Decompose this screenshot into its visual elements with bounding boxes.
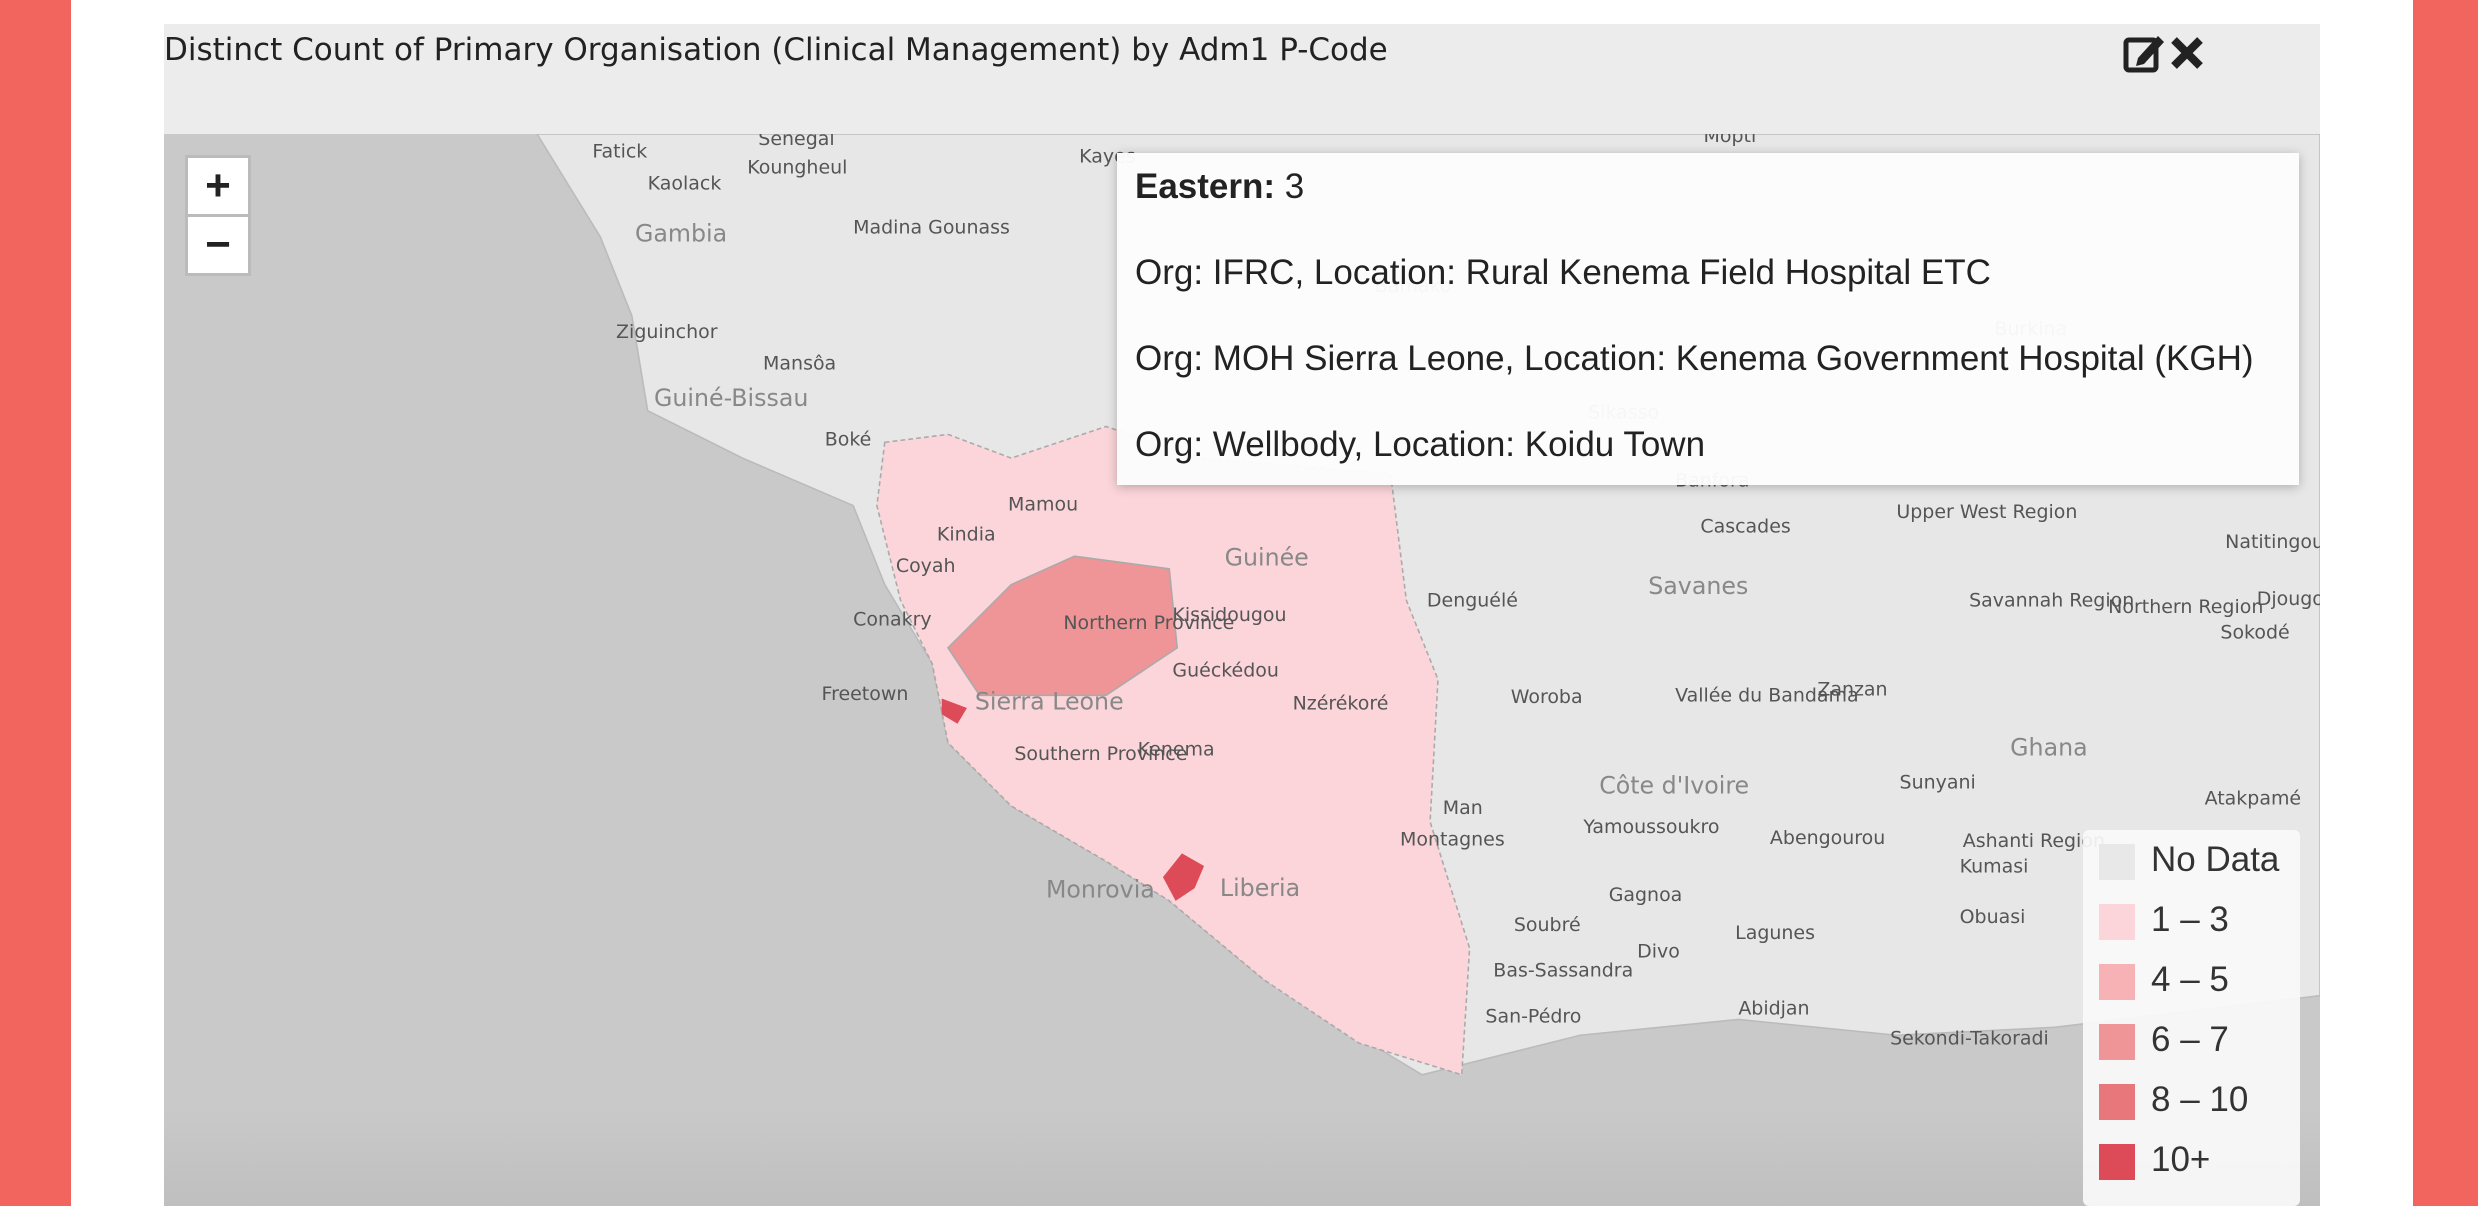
place-label: Abengourou bbox=[1770, 827, 1885, 849]
map-fade bbox=[164, 1106, 2320, 1206]
place-label: Kumasi bbox=[1960, 855, 2029, 877]
panel-title: Distinct Count of Primary Organisation (… bbox=[164, 32, 1388, 68]
place-label: Kissidougou bbox=[1172, 604, 1286, 626]
place-label: Ziguinchor bbox=[616, 321, 718, 343]
place-label: Gagnoa bbox=[1609, 884, 1683, 906]
place-label: Atakpamé bbox=[2205, 787, 2302, 809]
legend-item: 6 – 7 bbox=[2099, 1020, 2229, 1060]
place-label: Vallée du Bandama bbox=[1675, 685, 1859, 707]
legend-label: 8 – 10 bbox=[2151, 1080, 2249, 1119]
legend-item: No Data bbox=[2099, 840, 2279, 880]
place-label: Kaolack bbox=[648, 172, 722, 194]
place-label: Kenema bbox=[1138, 738, 1215, 760]
legend-item: 8 – 10 bbox=[2099, 1080, 2248, 1120]
place-label: Sekondi-Takoradi bbox=[1890, 1028, 2049, 1050]
place-label: Freetown bbox=[822, 683, 909, 705]
legend-swatch bbox=[2099, 963, 2135, 1000]
place-label: Nzérékoré bbox=[1293, 693, 1389, 715]
place-label: Lagunes bbox=[1735, 922, 1815, 944]
zoom-in[interactable]: + bbox=[185, 155, 251, 217]
region-10-plus[interactable] bbox=[941, 698, 967, 724]
place-label: Obuasi bbox=[1960, 906, 2026, 928]
place-label: Upper West Region bbox=[1896, 501, 2077, 523]
place-label: Côte d'Ivoire bbox=[1599, 771, 1749, 799]
tooltip-region: Eastern: bbox=[1135, 167, 1276, 206]
right-border bbox=[2413, 0, 2478, 1206]
place-label: Divo bbox=[1637, 941, 1680, 963]
place-label: Montagnes bbox=[1400, 829, 1505, 851]
place-label: Madina Gounass bbox=[853, 217, 1010, 239]
place-label: Soubré bbox=[1514, 914, 1581, 936]
panel-header: Distinct Count of Primary Organisation (… bbox=[164, 24, 2320, 134]
legend-swatch bbox=[2099, 903, 2135, 940]
place-label: Sénégal bbox=[758, 134, 834, 150]
place-label: Northern Province bbox=[1063, 612, 1234, 634]
place-label: Southern Province bbox=[1014, 743, 1187, 765]
region-10-plus[interactable] bbox=[1162, 853, 1205, 901]
place-label: Boké bbox=[825, 428, 872, 450]
legend: No Data 1 – 3 4 – 5 6 – 7 8 – 10 10+ bbox=[2083, 830, 2300, 1206]
tooltip-line: Org: MOH Sierra Leone, Location: Kenema … bbox=[1135, 339, 2254, 378]
place-label: Kindia bbox=[937, 523, 996, 545]
edit-icon[interactable] bbox=[2123, 36, 2164, 73]
place-label: Savannah Region bbox=[1969, 590, 2134, 612]
place-label: Conakry bbox=[853, 609, 932, 631]
place-label: Yamoussoukro bbox=[1582, 816, 1719, 838]
place-label: Ashanti Region bbox=[1963, 830, 2105, 852]
legend-label: No Data bbox=[2151, 840, 2280, 879]
place-label: San-Pédro bbox=[1485, 1006, 1581, 1028]
tooltip-line: Org: Wellbody, Location: Koidu Town bbox=[1135, 425, 1706, 464]
legend-swatch bbox=[2099, 843, 2135, 880]
panel-actions bbox=[2123, 36, 2203, 73]
place-label: Zanzan bbox=[1817, 678, 1887, 700]
place-label: Northern Region bbox=[2108, 596, 2263, 618]
place-label: Djougou bbox=[2257, 588, 2320, 610]
place-label: Mamou bbox=[1008, 493, 1078, 515]
place-label: Coyah bbox=[896, 555, 956, 577]
legend-item: 1 – 3 bbox=[2099, 900, 2229, 940]
place-label: Guinée bbox=[1225, 544, 1309, 572]
place-label: Mansôa bbox=[763, 353, 836, 375]
place-label: Sunyani bbox=[1900, 772, 1976, 794]
tooltip-count: 3 bbox=[1284, 167, 1305, 206]
place-label: Mopti bbox=[1704, 134, 1757, 147]
place-label: Sierra Leone bbox=[975, 688, 1124, 716]
legend-swatch bbox=[2099, 1083, 2135, 1120]
place-label: Savanes bbox=[1648, 572, 1748, 600]
zoom-out[interactable]: − bbox=[185, 214, 251, 276]
legend-label: 4 – 5 bbox=[2151, 960, 2229, 999]
place-label: Denguélé bbox=[1427, 590, 1518, 612]
place-label: Man bbox=[1443, 797, 1483, 819]
place-label: Gambia bbox=[635, 220, 727, 248]
place-label: Liberia bbox=[1220, 874, 1300, 902]
legend-label: 10+ bbox=[2151, 1140, 2211, 1179]
legend-label: 1 – 3 bbox=[2151, 900, 2229, 939]
legend-item: 4 – 5 bbox=[2099, 960, 2229, 1000]
legend-label: 6 – 7 bbox=[2151, 1020, 2229, 1059]
tooltip-line: Org: IFRC, Location: Rural Kenema Field … bbox=[1135, 253, 1991, 292]
place-label: Guéckédou bbox=[1172, 659, 1278, 681]
place-label: Fatick bbox=[592, 141, 647, 163]
close-icon[interactable] bbox=[2171, 37, 2203, 69]
place-label: Koungheul bbox=[747, 157, 847, 179]
place-label: Abidjan bbox=[1738, 998, 1809, 1020]
region-6-7[interactable] bbox=[946, 555, 1179, 697]
place-label: Guiné-Bissau bbox=[654, 384, 808, 412]
place-label: Monrovia bbox=[1046, 876, 1155, 904]
place-label: Ghana bbox=[2010, 733, 2087, 761]
left-border bbox=[0, 0, 71, 1206]
place-label: Natitingou bbox=[2225, 531, 2320, 553]
place-label: Woroba bbox=[1511, 686, 1583, 708]
legend-swatch bbox=[2099, 1143, 2135, 1180]
place-label: Cascades bbox=[1700, 515, 1790, 537]
place-label: Bas-Sassandra bbox=[1493, 960, 1633, 982]
legend-item: 10+ bbox=[2099, 1140, 2210, 1180]
tooltip: Eastern: 3 Org: IFRC, Location: Rural Ke… bbox=[1117, 153, 2299, 485]
place-label: Sokodé bbox=[2220, 621, 2289, 643]
legend-swatch bbox=[2099, 1023, 2135, 1060]
